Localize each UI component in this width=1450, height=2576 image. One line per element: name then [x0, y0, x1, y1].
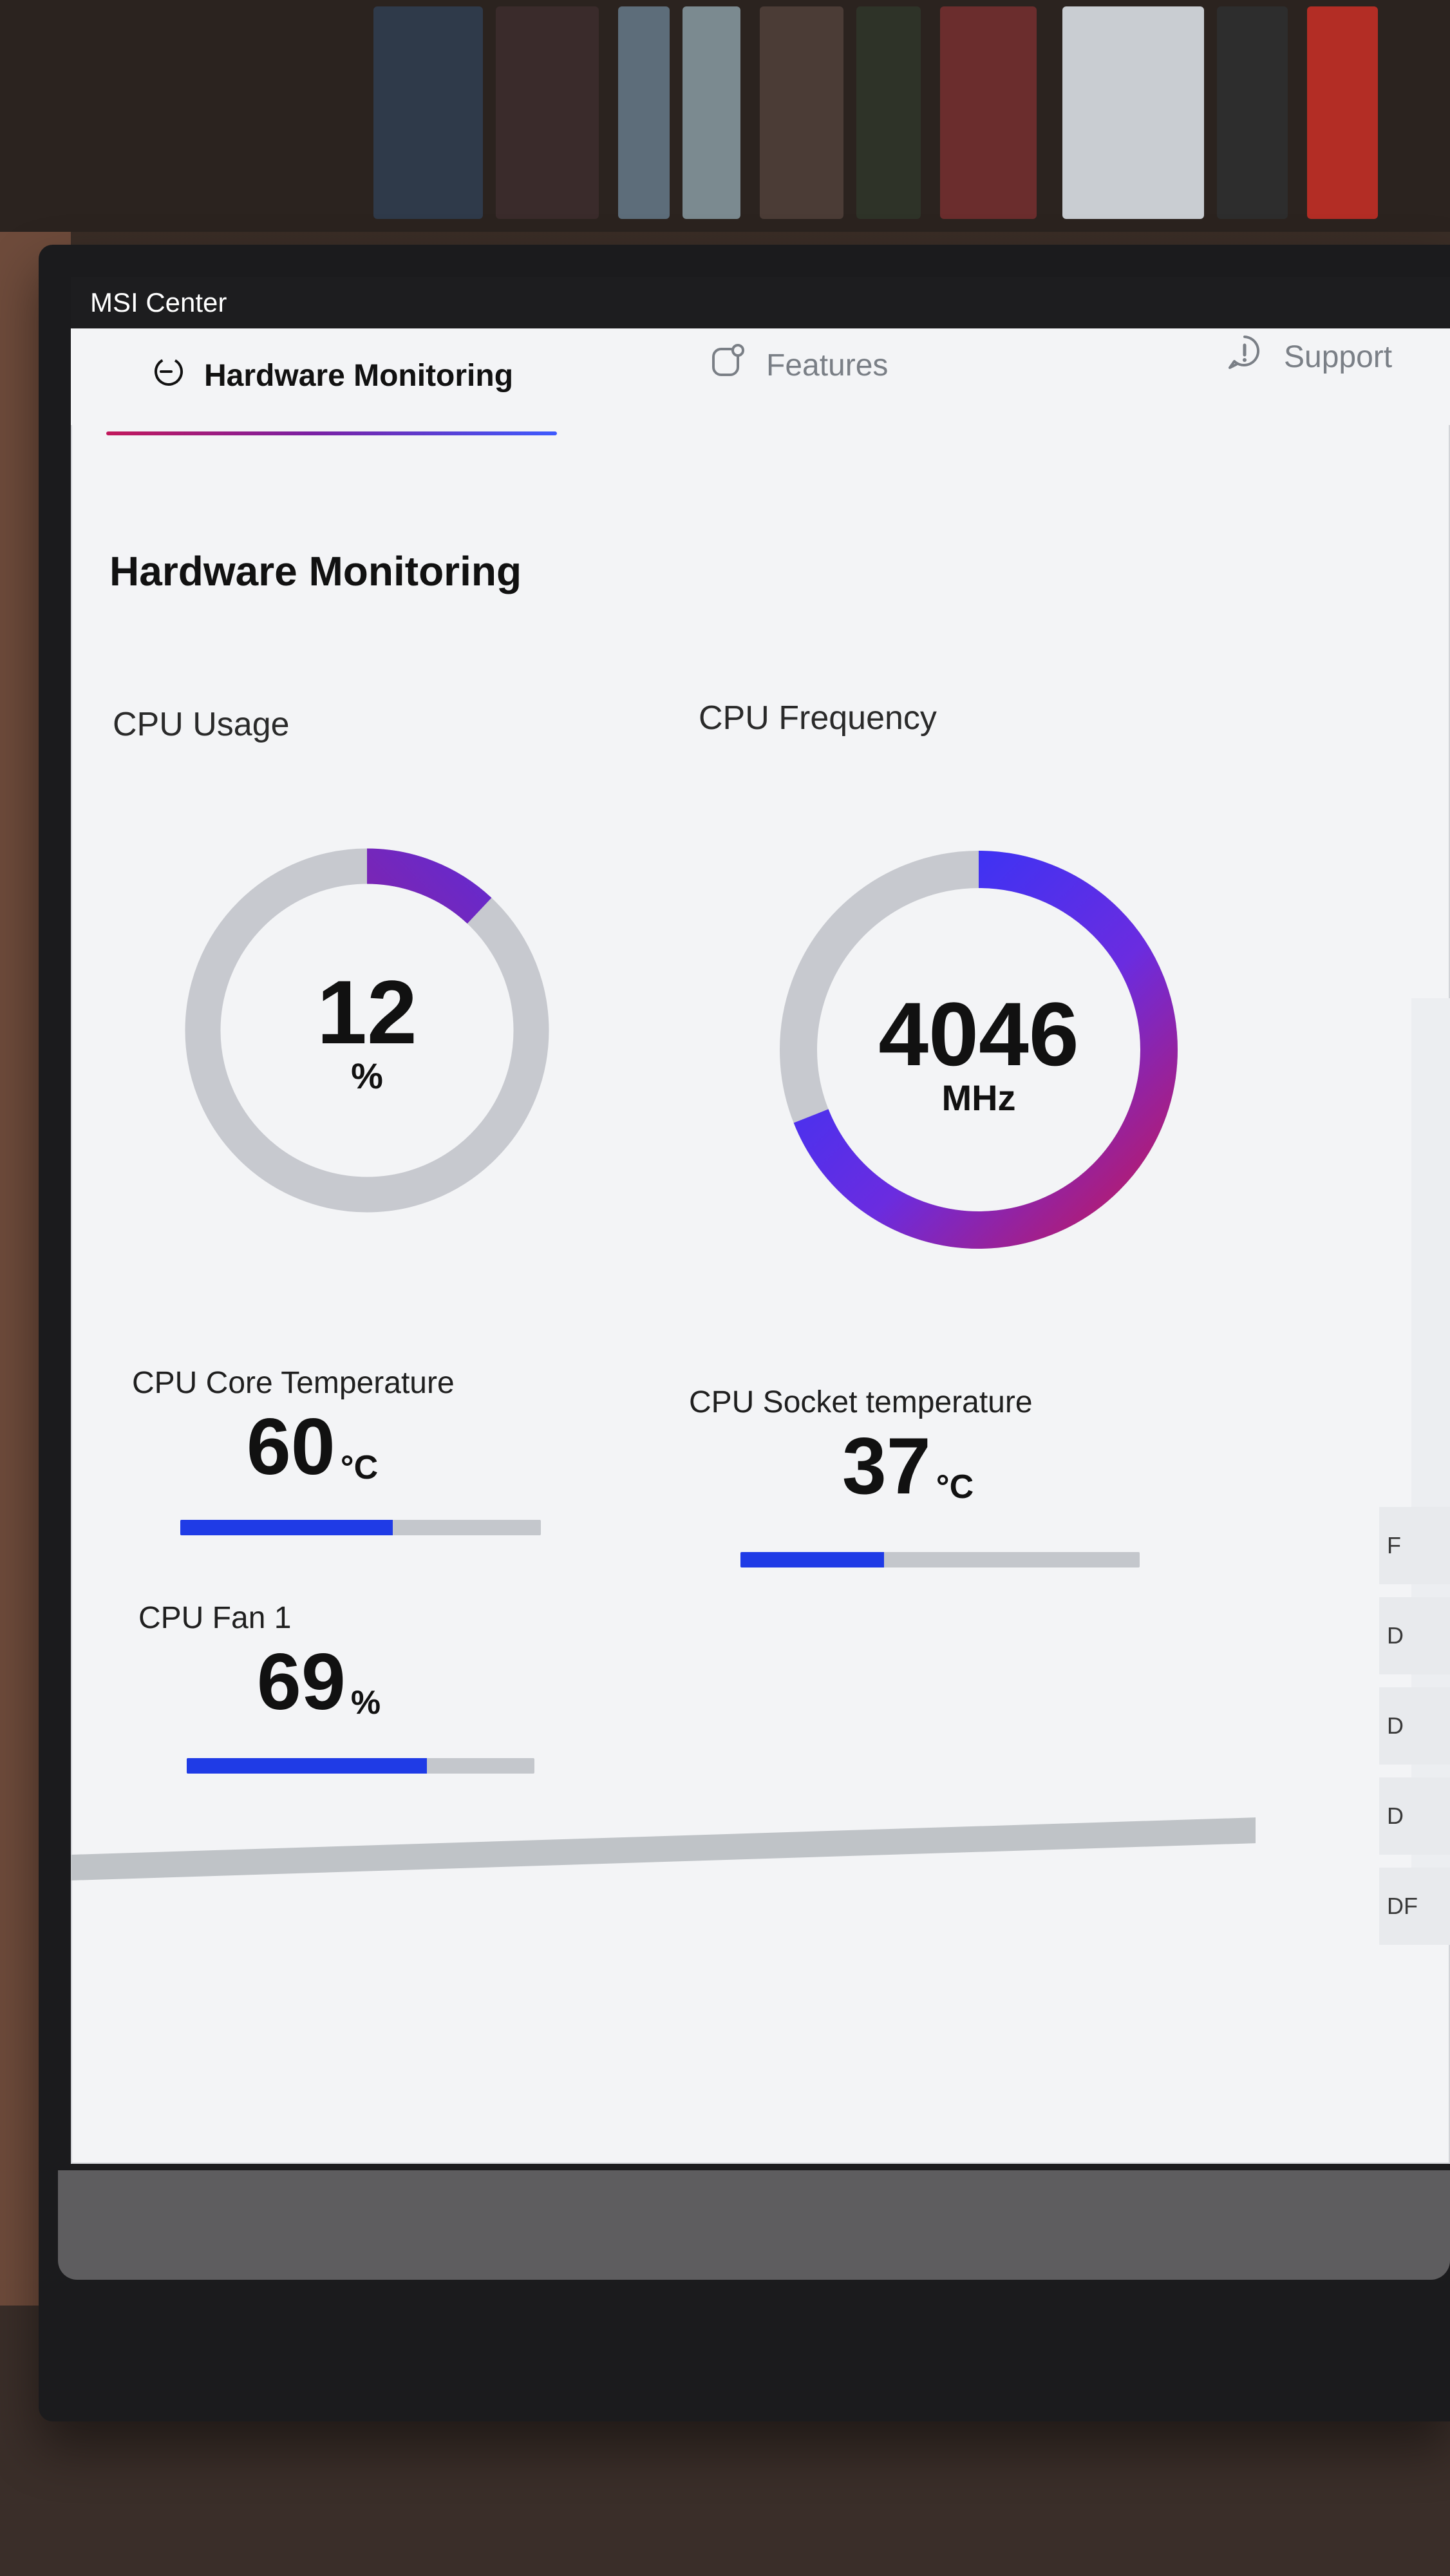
cpu-socket-temperature-value-row: 37 °C	[689, 1426, 1127, 1506]
cpu-core-temperature-bar-fill	[180, 1520, 393, 1535]
cpu-fan-1-bar	[187, 1758, 534, 1774]
cpu-fan-1-card: CPU Fan 1 69 %	[138, 1600, 499, 1722]
support-icon	[1223, 332, 1266, 382]
cpu-socket-temperature-unit: °C	[936, 1468, 974, 1506]
tab-features[interactable]: Features	[708, 341, 888, 389]
cpu-fan-1-label: CPU Fan 1	[138, 1601, 292, 1635]
book	[683, 6, 740, 219]
cpu-socket-temperature-card: CPU Socket temperature 37 °C	[689, 1385, 1127, 1506]
hardware-monitoring-icon	[151, 354, 186, 397]
cpu-core-temperature-value: 60	[246, 1403, 335, 1492]
cpu-usage-value: 12	[317, 961, 417, 1063]
cpu-socket-temperature-label: CPU Socket temperature	[689, 1385, 1033, 1419]
section-divider	[71, 1817, 1256, 1880]
cpu-frequency-gauge: 4046 MHz	[760, 831, 1198, 1269]
cpu-usage-unit: %	[351, 1056, 383, 1096]
window-title: MSI Center	[90, 287, 227, 317]
bookshelf	[0, 0, 1450, 232]
right-side-label: D	[1379, 1597, 1450, 1674]
cpu-fan-1-bar-fill	[187, 1758, 427, 1774]
cpu-frequency-unit: MHz	[941, 1077, 1016, 1118]
cpu-core-temperature-value-row: 60 °C	[132, 1407, 493, 1487]
active-tab-indicator	[106, 431, 557, 435]
cpu-socket-temperature-bar	[740, 1552, 1140, 1567]
cpu-socket-temperature-value: 37	[842, 1422, 931, 1511]
monitor-chin	[58, 2170, 1450, 2280]
tab-hardware-monitoring-label: Hardware Monitoring	[204, 358, 514, 393]
cpu-usage-label: CPU Usage	[113, 706, 290, 743]
tab-support[interactable]: Support	[1223, 332, 1392, 382]
cpu-fan-1-unit: %	[350, 1684, 381, 1721]
tab-hardware-monitoring[interactable]: Hardware Monitoring	[151, 354, 513, 397]
cpu-frequency-value: 4046	[878, 983, 1079, 1084]
msi-center-window: MSI Center Hardware Monitoring Features	[71, 277, 1450, 2164]
cpu-frequency-gauge-arc	[780, 851, 1178, 1249]
right-side-label: D	[1379, 1687, 1450, 1765]
book	[1062, 6, 1204, 219]
cpu-usage-readout: 12 %	[167, 967, 567, 1095]
cpu-usage-gauge-arc	[185, 848, 549, 1213]
cpu-frequency-gauge-svg	[780, 851, 1178, 1249]
titlebar: MSI Center	[71, 277, 1450, 328]
right-side-label: D	[1379, 1777, 1450, 1855]
cpu-usage-gauge-svg	[185, 848, 549, 1213]
book	[1307, 6, 1378, 219]
book	[496, 6, 599, 219]
cpu-fan-1-value-row: 69 %	[138, 1642, 499, 1722]
right-side-label: F	[1379, 1507, 1450, 1584]
cpu-core-temperature-bar	[180, 1520, 541, 1535]
book	[618, 6, 670, 219]
right-side-labels: F D D D DF	[1373, 1507, 1450, 1945]
cpu-fan-1-value: 69	[256, 1638, 346, 1727]
cpu-core-temperature-card: CPU Core Temperature 60 °C	[132, 1365, 493, 1487]
book	[856, 6, 921, 219]
book	[373, 6, 483, 219]
cpu-frequency-label: CPU Frequency	[699, 699, 937, 737]
cpu-core-temperature-unit: °C	[340, 1449, 379, 1486]
tab-features-label: Features	[766, 348, 889, 383]
book	[1217, 6, 1288, 219]
cpu-core-temperature-label: CPU Core Temperature	[132, 1366, 455, 1400]
features-icon	[708, 341, 748, 389]
cpu-frequency-readout: 4046 MHz	[760, 989, 1198, 1117]
top-tabs: Hardware Monitoring Features Support	[71, 328, 1450, 425]
right-side-label: DF	[1379, 1868, 1450, 1945]
page-title: Hardware Monitoring	[109, 548, 522, 594]
book	[760, 6, 843, 219]
tab-support-label: Support	[1284, 339, 1393, 374]
book	[940, 6, 1037, 219]
cpu-usage-gauge: 12 %	[167, 831, 567, 1230]
cpu-socket-temperature-bar-fill	[740, 1552, 885, 1567]
